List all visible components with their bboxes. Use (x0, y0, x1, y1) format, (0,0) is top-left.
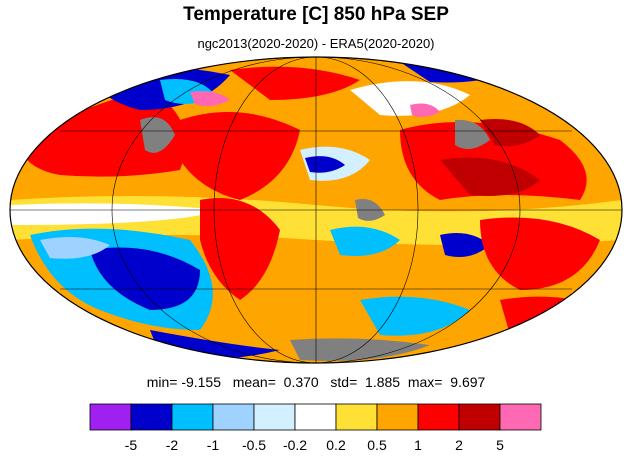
mean-value: 0.370 (283, 374, 319, 390)
colorbar-label: -1 (207, 437, 220, 453)
min-label: min= (146, 374, 178, 390)
colorbar-box (458, 403, 501, 431)
colorbar-box (294, 403, 337, 431)
colorbar-box (253, 403, 296, 431)
min-value: -9.155 (181, 374, 222, 390)
plot-subtitle: ngc2013(2020-2020) - ERA5(2020-2020) (197, 36, 435, 51)
colorbar-label: -0.2 (283, 437, 307, 453)
std-value: 1.885 (365, 374, 401, 390)
colorbar-box (376, 403, 419, 431)
colorbar-label: 0.2 (326, 437, 346, 453)
colorbar-label: -0.5 (242, 437, 266, 453)
plot-title: Temperature [C] 850 hPa SEP (183, 4, 449, 25)
colorbar-box (130, 403, 173, 431)
map-border (9, 56, 623, 364)
colorbar-boxes (89, 403, 542, 431)
colorbar-box (335, 403, 378, 431)
max-value: 9.697 (450, 374, 486, 390)
colorbar-label: -2 (166, 437, 179, 453)
max-label: max= (407, 374, 443, 390)
colorbar-labels: -5 -2 -1 -0.5 -0.2 0.2 0.5 1 2 5 (125, 437, 504, 453)
colorbar-label: 0.5 (367, 437, 387, 453)
colorbar-label: 1 (414, 437, 422, 453)
colorbar-box (499, 403, 542, 431)
mean-label: mean= (232, 374, 276, 390)
colorbar-label: 5 (496, 437, 504, 453)
colorbar-box (417, 403, 460, 431)
colorbar-label: 2 (455, 437, 463, 453)
colorbar-label: -5 (125, 437, 138, 453)
std-label: std= (330, 374, 358, 390)
colorbar-box (212, 403, 255, 431)
statistics-line: min= -9.155 mean= 0.370 std= 1.885 max= … (0, 374, 632, 390)
colorbar-box (89, 403, 132, 431)
colorbar-box (171, 403, 214, 431)
